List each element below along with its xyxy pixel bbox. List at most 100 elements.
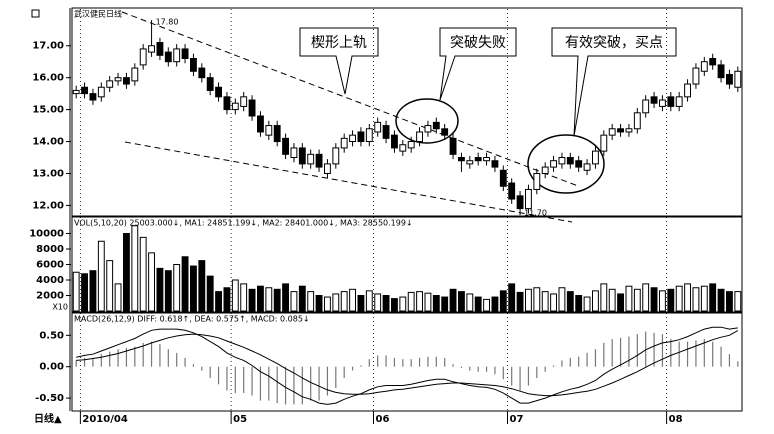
volume-bar xyxy=(190,265,197,312)
candle-body xyxy=(324,163,331,174)
x-tick-label: 2010/04 xyxy=(82,414,127,425)
volume-bar xyxy=(307,291,315,312)
volume-bar xyxy=(81,273,88,312)
y-tick-label: 17.00 xyxy=(32,41,64,52)
y-tick-label: 2000 xyxy=(36,291,64,302)
volume-bar xyxy=(231,279,239,312)
volume-bar xyxy=(131,225,139,312)
volume-bar xyxy=(324,296,331,312)
volume-bar xyxy=(659,290,666,312)
volume-bar xyxy=(332,293,340,312)
candle-body xyxy=(441,128,449,136)
volume-bar xyxy=(617,293,624,312)
candle-body xyxy=(365,128,373,143)
volume-bar xyxy=(248,288,256,312)
candle-body xyxy=(123,77,130,85)
candle-body xyxy=(391,134,398,149)
volume-bar xyxy=(458,291,465,312)
volume-bar xyxy=(164,270,172,312)
candle-body xyxy=(399,144,407,152)
candle-body xyxy=(726,73,733,85)
volume-bar xyxy=(667,288,675,312)
candle-body xyxy=(181,48,189,60)
candle-body xyxy=(114,77,122,82)
candle-body xyxy=(642,99,650,114)
y-tick-label: 15.00 xyxy=(32,105,64,116)
y-tick-label: 0.50 xyxy=(39,330,64,341)
annotation: 有效突破，买点 xyxy=(565,35,663,51)
x-tick-label: 05 xyxy=(233,414,247,425)
y-tick-label: 16.00 xyxy=(32,73,64,84)
candle-body xyxy=(198,67,206,79)
volume-bar xyxy=(491,296,499,312)
candle-body xyxy=(315,153,323,168)
volume-bar xyxy=(223,287,231,312)
volume-bar xyxy=(474,296,482,312)
low-label: 11.70 xyxy=(524,209,547,218)
y-tick-label: 0.00 xyxy=(39,362,64,373)
volume-bar xyxy=(525,288,532,312)
volume-bar xyxy=(198,260,206,312)
candle-body xyxy=(483,157,490,162)
candle-body xyxy=(265,125,273,136)
candle-body xyxy=(349,134,356,143)
volume-bar xyxy=(399,296,407,312)
candle-body xyxy=(357,131,365,143)
volume-bar xyxy=(407,291,415,312)
x-tick-label: 07 xyxy=(510,414,524,425)
y-tick-label: 14.00 xyxy=(32,137,64,148)
volume-bar xyxy=(642,283,650,312)
volume-bar xyxy=(441,296,449,312)
candle-body xyxy=(407,141,415,149)
volume-bar xyxy=(566,291,574,312)
candle-body xyxy=(516,195,524,210)
volume-bar xyxy=(257,285,264,312)
volume-bar xyxy=(499,290,507,312)
candle-body xyxy=(139,48,147,66)
candle-body xyxy=(298,147,306,165)
volume-panel xyxy=(71,216,743,313)
price-panel xyxy=(71,7,743,217)
candle-body xyxy=(566,157,574,165)
volume-bar xyxy=(700,285,708,312)
candle-body xyxy=(332,147,340,165)
candle-body xyxy=(97,86,105,98)
volume-bar xyxy=(424,292,432,312)
candle-body xyxy=(684,83,691,98)
candle-body xyxy=(558,157,566,165)
trend-line xyxy=(121,11,579,187)
candle-body xyxy=(131,67,139,82)
volume-bar xyxy=(717,288,725,312)
candle-body xyxy=(206,77,214,91)
y-tick-label: 6000 xyxy=(36,260,64,271)
volume-bar xyxy=(684,283,691,312)
trend-line xyxy=(124,141,573,223)
volume-bar xyxy=(432,295,440,312)
volume-bar xyxy=(391,298,398,312)
volume-bar xyxy=(374,293,382,312)
candle-body xyxy=(525,188,532,210)
candle-body xyxy=(717,64,725,79)
annotation: 楔形上轨 xyxy=(311,35,367,51)
volume-bar xyxy=(541,291,549,312)
volume-bar xyxy=(89,270,97,312)
candle-body xyxy=(659,99,666,107)
volume-bar xyxy=(575,295,583,312)
annotation: 突破失败 xyxy=(450,35,506,51)
volume-bar xyxy=(449,288,457,312)
volume-bar xyxy=(265,287,273,312)
volume-bar xyxy=(592,290,599,312)
candle-body xyxy=(89,93,97,101)
candle-body xyxy=(617,128,624,133)
volume-bar xyxy=(340,291,348,312)
x-axis-label: 日线▲ xyxy=(34,412,62,425)
volume-bar xyxy=(516,291,524,312)
highlight-ellipse xyxy=(527,134,605,194)
candle-body xyxy=(231,102,239,111)
x-tick-label: 08 xyxy=(669,414,683,425)
candle-body xyxy=(600,134,608,152)
volume-bar xyxy=(123,233,130,312)
dea-line xyxy=(76,330,739,397)
